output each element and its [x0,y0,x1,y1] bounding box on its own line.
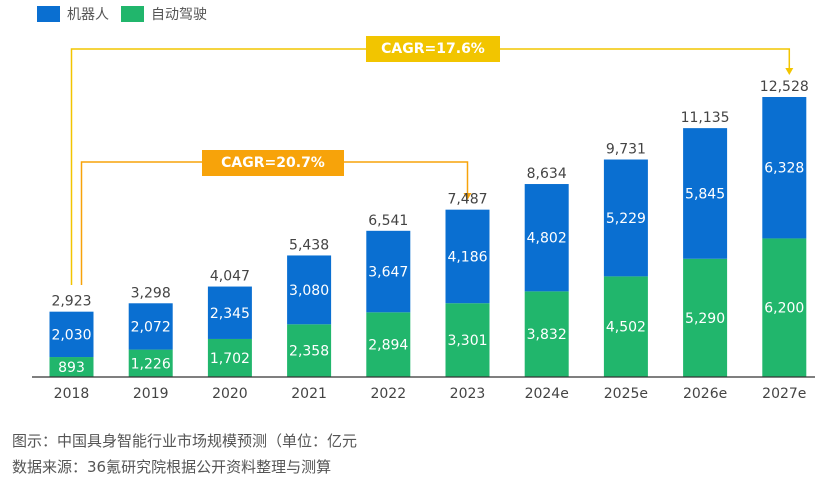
data-label-robot: 2,072 [131,319,171,335]
x-tick-label: 2027e [762,386,806,402]
data-label-autonomous-driving: 5,290 [685,311,725,327]
data-label-autonomous-driving: 2,894 [368,338,408,354]
data-label-robot: 2,345 [210,306,250,322]
caption-source: 数据来源：36氪研究院根据公开资料整理与测算 [12,458,332,476]
data-label-autonomous-driving: 893 [58,360,85,376]
data-label-total: 4,047 [210,269,250,285]
arrow-down-icon [463,193,472,200]
bar-autonomous-driving [445,303,490,377]
cagr-line-2018-2023 [80,161,202,285]
data-label-total: 9,731 [606,142,646,158]
bar-robot [603,159,648,277]
legend: 机器人 自动驾驶 [37,4,219,24]
bar-autonomous-driving [762,238,807,377]
bar-autonomous-driving [207,338,252,377]
data-label-robot: 2,030 [51,327,91,343]
bar-robot [207,286,252,339]
bar-autonomous-driving [49,357,94,377]
bar-robot [366,230,411,313]
bar-autonomous-driving [524,291,569,377]
x-tick-label: 2018 [54,386,90,402]
data-label-autonomous-driving: 1,226 [131,356,171,372]
x-tick-label: 2024e [525,386,569,402]
bar-robot [445,209,490,304]
bar-robot [128,303,173,350]
data-label-autonomous-driving: 1,702 [210,351,250,367]
data-label-autonomous-driving: 6,200 [764,301,804,317]
cagr-line-2018-2027-end [500,48,791,70]
data-label-robot: 4,802 [527,231,567,247]
cagr-line-2018-2023-end [344,161,469,195]
data-label-autonomous-driving: 3,832 [527,327,567,343]
cagr-label-2018-2023: CAGR=20.7% [202,150,344,176]
legend-swatch-auto [121,6,144,22]
data-label-robot: 3,080 [289,283,329,299]
bar-autonomous-driving [287,324,332,377]
bar-robot [762,97,807,239]
bar-robot [683,128,728,259]
x-tick-label: 2022 [370,386,406,402]
data-label-total: 7,487 [447,192,487,208]
x-tick-label: 2025e [604,386,648,402]
legend-label-auto: 自动驾驶 [151,7,207,23]
x-tick-label: 2021 [291,386,327,402]
legend-item-auto: 自动驾驶 [121,4,207,24]
data-label-total: 5,438 [289,237,329,253]
bar-autonomous-driving [683,258,728,377]
data-label-total: 6,541 [368,213,408,229]
bar-autonomous-driving [603,276,648,377]
x-tick-label: 2020 [212,386,248,402]
x-tick-label: 2026e [683,386,727,402]
bar-robot [287,255,332,325]
data-label-autonomous-driving: 4,502 [606,320,646,336]
legend-item-robot: 机器人 [37,4,109,24]
data-label-total: 3,298 [131,285,171,301]
data-label-total: 11,135 [681,110,730,126]
caption-title: 图示：中国具身智能行业市场规模预测（单位：亿元 [12,432,358,450]
data-label-total: 2,923 [51,294,91,310]
bar-robot [524,184,569,292]
bar-autonomous-driving [128,349,173,377]
legend-swatch-robot [37,6,60,22]
x-tick-label: 2023 [450,386,486,402]
data-label-autonomous-driving: 3,301 [447,333,487,349]
cagr-label-2018-2027: CAGR=17.6% [366,36,500,62]
bar-autonomous-driving [366,312,411,377]
data-label-robot: 3,647 [368,265,408,281]
data-label-robot: 6,328 [764,161,804,177]
cagr-line-2018-2027 [70,48,366,285]
bar-robot [49,311,94,358]
data-label-robot: 5,229 [606,211,646,227]
data-label-total: 8,634 [527,166,567,182]
x-tick-label: 2019 [133,386,169,402]
data-label-robot: 5,845 [685,186,725,202]
arrow-down-icon [785,68,794,75]
data-label-robot: 4,186 [447,249,487,265]
data-label-autonomous-driving: 2,358 [289,344,329,360]
legend-label-robot: 机器人 [67,7,109,23]
data-label-total: 12,528 [760,79,809,95]
